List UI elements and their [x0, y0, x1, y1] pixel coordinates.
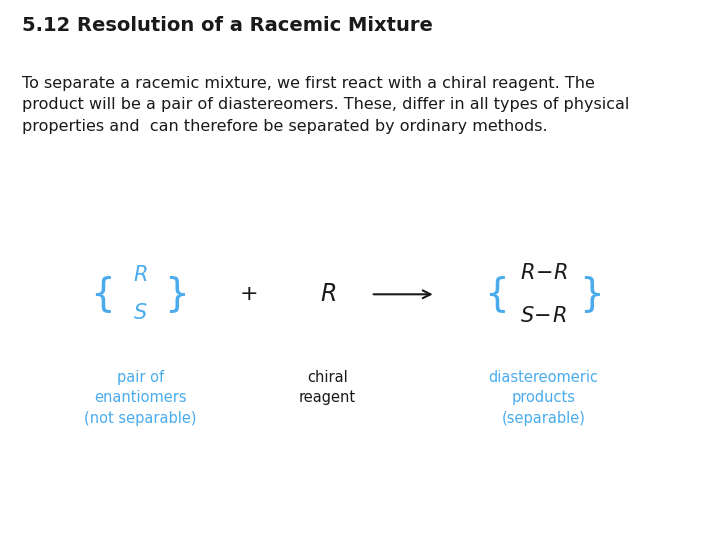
Text: $\mathit{R}$: $\mathit{R}$	[320, 282, 336, 306]
Text: $+$: $+$	[239, 284, 258, 305]
Text: $\}$: $\}$	[580, 274, 601, 315]
Text: $\{$: $\{$	[484, 274, 505, 315]
Text: $\{$: $\{$	[90, 274, 112, 315]
Text: pair of
enantiomers
(not separable): pair of enantiomers (not separable)	[84, 370, 197, 426]
Text: diastereomeric
products
(separable): diastereomeric products (separable)	[489, 370, 598, 426]
Text: $\}$: $\}$	[164, 274, 186, 315]
Text: To separate a racemic mixture, we first react with a chiral reagent. The
product: To separate a racemic mixture, we first …	[22, 76, 629, 134]
Text: $\mathit{S}\!-\!\mathit{R}$: $\mathit{S}\!-\!\mathit{R}$	[521, 306, 567, 326]
Text: $\mathit{S}$: $\mathit{S}$	[133, 303, 148, 323]
Text: $\mathit{R}\!-\!\mathit{R}$: $\mathit{R}\!-\!\mathit{R}$	[520, 262, 567, 283]
Text: $\mathit{R}$: $\mathit{R}$	[133, 265, 148, 286]
Text: chiral
reagent: chiral reagent	[299, 370, 356, 406]
Text: 5.12 Resolution of a Racemic Mixture: 5.12 Resolution of a Racemic Mixture	[22, 16, 433, 35]
